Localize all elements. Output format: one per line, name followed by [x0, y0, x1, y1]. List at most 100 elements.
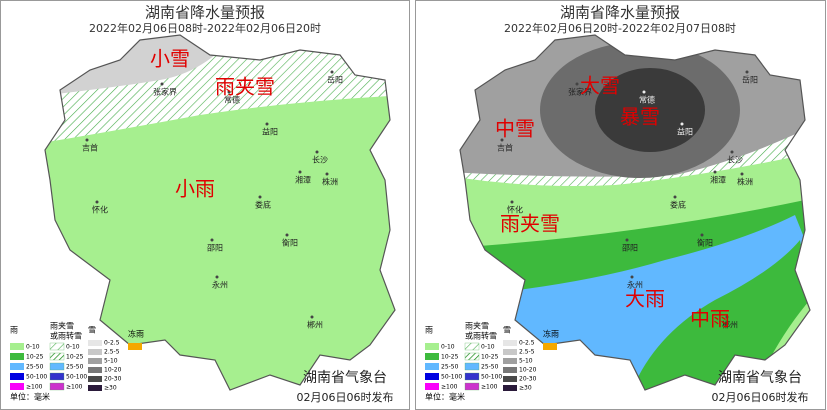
map-title: 湖南省降水量预报 [560, 4, 680, 22]
city-label: 张家界 [568, 87, 592, 97]
city-label: 长沙 [727, 155, 743, 165]
legend-header: 雪 [503, 326, 511, 335]
legend-swatch [543, 343, 557, 350]
issuer: 湖南省气象台 [718, 370, 802, 386]
legend-header: 雨 [425, 326, 433, 335]
legend-swatch [464, 352, 480, 361]
legend-label: ≥100 [26, 384, 43, 391]
city-dot [258, 195, 262, 199]
legend-label: 10-25 [26, 354, 44, 361]
city-label: 衡阳 [282, 238, 298, 248]
legend-header: 或雨转雪 [465, 331, 497, 341]
map-subtitle: 2022年02月06日20时-2022年02月07日08时 [504, 21, 736, 35]
legend-swatch [88, 385, 102, 391]
zone-label: 雨夹雪 [215, 75, 275, 99]
legend-label: 5-10 [519, 358, 533, 365]
city-label: 郴州 [307, 321, 323, 330]
legend-label: 0-2.5 [104, 340, 120, 347]
city-label: 益阳 [262, 127, 278, 137]
city-dot [310, 315, 314, 319]
city-label: 益阳 [677, 127, 693, 137]
legend-label: 0-10 [481, 344, 495, 351]
legend-label: 0-10 [66, 344, 80, 351]
map-title: 湖南省降水量预报 [145, 4, 265, 22]
city-label: 娄底 [255, 200, 271, 210]
legend-swatch [128, 343, 142, 350]
zone-label: 雨夹雪 [500, 212, 560, 236]
city-dot [227, 90, 231, 94]
legend-swatch [49, 362, 65, 371]
legend-label: 0-10 [26, 344, 40, 351]
legend-swatch [49, 352, 65, 361]
zone-label: 小雪 [150, 47, 190, 71]
city-dot [315, 150, 319, 154]
legend-header: 雪 [88, 326, 96, 335]
legend-swatch [49, 342, 65, 351]
city-dot [298, 170, 302, 174]
city-label: 永州 [212, 280, 228, 290]
legend-header: 雨夹雪 [50, 321, 74, 331]
legend-swatch [10, 363, 24, 370]
city-label: 娄底 [670, 200, 686, 210]
city-label: 怀化 [507, 205, 523, 215]
city-label: 湘潭 [295, 175, 311, 185]
legend-swatch [503, 376, 517, 382]
city-label: 怀化 [92, 205, 108, 215]
city-dot [713, 170, 717, 174]
city-dot [285, 233, 289, 237]
zone-label: 小雨 [175, 177, 215, 201]
city-dot [215, 275, 219, 279]
zone-label: 暴雪 [620, 105, 660, 129]
legend-swatch [503, 358, 517, 364]
legend-header: 雨 [10, 326, 18, 335]
city-label: 吉首 [497, 143, 513, 153]
zone-label: 大雪 [580, 74, 620, 98]
legend-label: ≥100 [66, 384, 83, 391]
city-label: 长沙 [312, 155, 328, 165]
legend-swatch [464, 382, 480, 391]
legend-label: ≥30 [519, 385, 532, 392]
legend-swatch [88, 358, 102, 364]
panel: 湖南省降水量预报2022年02月06日08时-2022年02月06日20时张家界… [10, 4, 394, 404]
zone-label: 中雨 [690, 307, 730, 331]
legend-swatch [503, 340, 517, 346]
legend-swatch [425, 373, 439, 380]
city-dot [625, 238, 629, 242]
city-dot [265, 122, 269, 126]
legend-label: 25-50 [26, 364, 44, 371]
legend-label: 50-100 [441, 374, 462, 381]
city-label: 永州 [627, 280, 643, 290]
legend-label: ≥30 [104, 385, 117, 392]
legend-swatch [425, 383, 439, 390]
legend-swatch [464, 362, 480, 371]
legend-swatch [10, 373, 24, 380]
city-label: 吉首 [82, 143, 98, 153]
issue-time: 02月06日06时发布 [712, 390, 809, 404]
legend-label: 50-100 [66, 374, 87, 381]
zone-label: 中雪 [495, 117, 535, 141]
city-dot [160, 82, 164, 86]
city-dot [680, 122, 684, 126]
legend-swatch [464, 342, 480, 351]
legend-swatch [503, 385, 517, 391]
legend-swatch [49, 382, 65, 391]
legend-label: 20-30 [519, 376, 537, 383]
issue-time: 02月06日06时发布 [297, 390, 394, 404]
legend-swatch [88, 349, 102, 355]
legend-swatch [10, 383, 24, 390]
legend-label: 10-20 [104, 367, 122, 374]
legend-label: 10-20 [519, 367, 537, 374]
city-label: 邵阳 [622, 244, 638, 253]
legend-header: 雨夹雪 [465, 321, 489, 331]
legend-label: 25-50 [441, 364, 459, 371]
legend-swatch [425, 343, 439, 350]
city-dot [730, 150, 734, 154]
legend-swatch [88, 376, 102, 382]
city-label: 张家界 [153, 87, 177, 97]
city-label: 常德 [224, 95, 240, 105]
city-dot [725, 315, 729, 319]
city-dot [642, 90, 646, 94]
legend-label: 50-100 [26, 374, 47, 381]
legend-label: 0-10 [441, 344, 455, 351]
